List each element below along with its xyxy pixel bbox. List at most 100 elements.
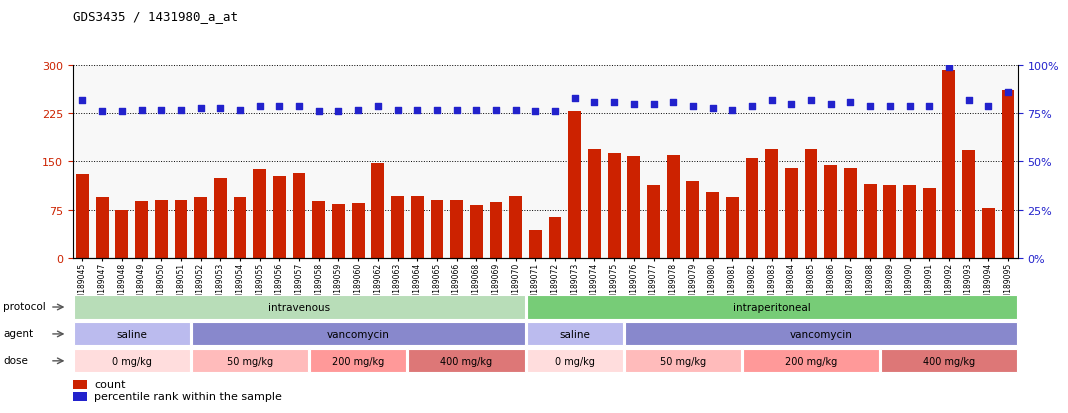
- Point: [349, 107, 366, 114]
- Point: [921, 103, 938, 110]
- Point: [724, 107, 741, 114]
- Bar: [647, 186, 660, 258]
- Bar: [192, 349, 308, 373]
- Point: [979, 103, 996, 110]
- Bar: [904, 186, 916, 258]
- Bar: [509, 196, 522, 258]
- Point: [881, 103, 898, 110]
- Point: [507, 107, 524, 114]
- Point: [251, 103, 268, 110]
- Bar: [766, 150, 779, 258]
- Point: [428, 107, 445, 114]
- Point: [625, 101, 642, 108]
- Point: [940, 65, 957, 71]
- Bar: [527, 323, 623, 346]
- Point: [232, 107, 249, 114]
- Text: 200 mg/kg: 200 mg/kg: [332, 356, 384, 366]
- Bar: [1002, 90, 1015, 258]
- Point: [842, 99, 859, 106]
- Text: intraperitoneal: intraperitoneal: [733, 302, 811, 312]
- Bar: [489, 202, 502, 258]
- Text: 0 mg/kg: 0 mg/kg: [112, 356, 152, 366]
- Bar: [745, 159, 758, 258]
- Bar: [529, 230, 541, 258]
- Point: [290, 103, 308, 110]
- Bar: [981, 208, 994, 258]
- Bar: [76, 175, 89, 258]
- Text: protocol: protocol: [3, 301, 46, 311]
- Point: [468, 107, 485, 114]
- Bar: [608, 154, 621, 258]
- Text: vancomycin: vancomycin: [327, 329, 390, 339]
- Point: [172, 107, 189, 114]
- Text: vancomycin: vancomycin: [789, 329, 852, 339]
- Bar: [372, 164, 384, 258]
- Text: 400 mg/kg: 400 mg/kg: [440, 356, 492, 366]
- Bar: [470, 206, 483, 258]
- Bar: [430, 201, 443, 258]
- Point: [566, 95, 583, 102]
- Point: [764, 97, 781, 104]
- Bar: [273, 176, 286, 258]
- Point: [1000, 90, 1017, 96]
- Point: [901, 103, 918, 110]
- Bar: [687, 181, 700, 258]
- Bar: [824, 165, 837, 258]
- Text: count: count: [94, 379, 126, 389]
- Bar: [96, 197, 109, 258]
- Bar: [883, 186, 896, 258]
- Text: agent: agent: [3, 328, 33, 338]
- Bar: [174, 201, 187, 258]
- Point: [74, 97, 91, 104]
- Point: [822, 101, 839, 108]
- Bar: [310, 349, 407, 373]
- Bar: [74, 296, 524, 319]
- Point: [960, 97, 977, 104]
- Bar: [451, 201, 464, 258]
- Bar: [625, 323, 1017, 346]
- Point: [389, 107, 406, 114]
- Bar: [726, 197, 739, 258]
- Bar: [351, 204, 364, 258]
- Bar: [234, 197, 247, 258]
- Point: [645, 101, 662, 108]
- Bar: [844, 169, 857, 258]
- Point: [94, 109, 111, 116]
- Bar: [74, 323, 190, 346]
- Text: 50 mg/kg: 50 mg/kg: [226, 356, 273, 366]
- Text: 400 mg/kg: 400 mg/kg: [923, 356, 975, 366]
- Bar: [864, 185, 877, 258]
- Point: [370, 103, 387, 110]
- Bar: [391, 196, 404, 258]
- Bar: [625, 349, 741, 373]
- Bar: [706, 192, 719, 258]
- Point: [685, 103, 702, 110]
- Point: [113, 109, 130, 116]
- Point: [487, 107, 504, 114]
- Bar: [923, 189, 936, 258]
- Bar: [293, 173, 305, 258]
- Bar: [115, 210, 128, 258]
- Bar: [627, 157, 640, 258]
- Text: 50 mg/kg: 50 mg/kg: [660, 356, 706, 366]
- Bar: [666, 156, 679, 258]
- Bar: [408, 349, 524, 373]
- Point: [783, 101, 800, 108]
- Bar: [527, 296, 1017, 319]
- Point: [409, 107, 426, 114]
- Bar: [194, 197, 207, 258]
- Bar: [136, 202, 148, 258]
- Bar: [527, 349, 623, 373]
- Point: [211, 105, 229, 112]
- Bar: [962, 151, 975, 258]
- Point: [547, 109, 564, 116]
- Point: [271, 103, 288, 110]
- Text: 200 mg/kg: 200 mg/kg: [785, 356, 837, 366]
- Text: intravenous: intravenous: [268, 302, 330, 312]
- Text: dose: dose: [3, 355, 29, 365]
- Bar: [74, 349, 190, 373]
- Point: [586, 99, 603, 106]
- Bar: [192, 323, 524, 346]
- Bar: [942, 71, 955, 258]
- Point: [862, 103, 879, 110]
